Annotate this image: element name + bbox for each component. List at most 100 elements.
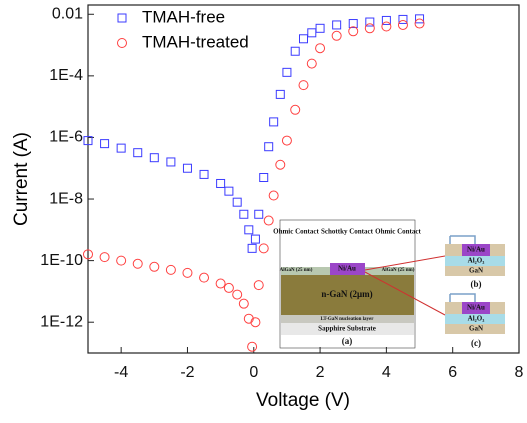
point bbox=[116, 143, 126, 153]
point bbox=[199, 169, 209, 179]
point bbox=[275, 89, 285, 99]
point bbox=[243, 313, 254, 324]
point bbox=[290, 104, 301, 115]
point bbox=[166, 157, 176, 167]
point bbox=[254, 209, 264, 219]
x-axis-label: Voltage (V) bbox=[256, 390, 350, 411]
point bbox=[244, 225, 254, 235]
inset-label: (a) bbox=[342, 336, 353, 346]
point bbox=[381, 21, 392, 32]
point bbox=[100, 139, 110, 149]
point bbox=[223, 282, 234, 293]
point bbox=[253, 280, 264, 291]
inset-label: (c) bbox=[471, 338, 481, 348]
sapphire-layer bbox=[281, 323, 414, 335]
x-tick-label: 2 bbox=[316, 364, 325, 381]
inset-label: Schottky Contact bbox=[321, 228, 374, 236]
inset-label: LT-GaN nucleation layer bbox=[321, 317, 375, 322]
point bbox=[132, 258, 143, 269]
x-tick-label: 4 bbox=[382, 364, 391, 381]
x-tick-label: 0 bbox=[249, 364, 258, 381]
plot-frame bbox=[87, 4, 520, 354]
legend-marker bbox=[117, 38, 127, 48]
point bbox=[348, 26, 359, 37]
point bbox=[83, 249, 93, 260]
y-tick-label: 0.01 bbox=[52, 5, 83, 22]
point bbox=[348, 19, 358, 29]
point bbox=[116, 255, 127, 266]
point bbox=[83, 136, 93, 146]
point bbox=[215, 278, 226, 289]
electrodes bbox=[449, 235, 476, 302]
point bbox=[381, 15, 391, 25]
inset-label: Al₂O₃ bbox=[468, 315, 485, 323]
point bbox=[307, 28, 317, 38]
inset-label: Ohmic Contact bbox=[273, 228, 319, 236]
point bbox=[99, 252, 110, 263]
point bbox=[264, 142, 274, 152]
inset-label: Ni/Au bbox=[467, 304, 485, 312]
ni-au-contact bbox=[330, 263, 365, 275]
point bbox=[238, 298, 249, 309]
inset-label: (b) bbox=[471, 279, 482, 289]
inset-label: Ni/Au bbox=[467, 246, 485, 254]
y-tick-label: 1E-8 bbox=[49, 190, 83, 207]
point bbox=[268, 190, 279, 201]
point bbox=[133, 148, 143, 158]
point bbox=[298, 80, 309, 91]
inset-label: Al₂O₃ bbox=[468, 257, 485, 265]
point bbox=[306, 58, 317, 69]
point bbox=[247, 341, 258, 352]
point bbox=[182, 163, 192, 173]
y-tick-label: 1E-4 bbox=[49, 67, 83, 84]
point bbox=[258, 243, 269, 254]
point bbox=[263, 215, 274, 226]
inset-label: Sapphire Substrate bbox=[318, 325, 376, 333]
point bbox=[315, 43, 326, 54]
inset-diagram bbox=[279, 219, 505, 349]
point bbox=[365, 17, 375, 27]
point bbox=[232, 289, 243, 300]
point bbox=[165, 264, 176, 275]
point bbox=[415, 14, 425, 24]
inset-label: Ohmic Contact bbox=[375, 228, 421, 236]
point bbox=[299, 34, 308, 44]
x-tick-label: 6 bbox=[448, 364, 457, 381]
y-tick-label: 1E-6 bbox=[49, 129, 83, 146]
y-tick-label: 1E-12 bbox=[40, 313, 83, 330]
ltgan-layer bbox=[281, 315, 414, 323]
point bbox=[216, 178, 226, 188]
point bbox=[315, 23, 325, 33]
x-tick-label: 8 bbox=[515, 364, 524, 381]
point bbox=[259, 173, 269, 183]
point bbox=[250, 317, 261, 328]
point bbox=[269, 117, 279, 127]
panel-c-contact bbox=[462, 302, 490, 314]
point bbox=[364, 23, 375, 34]
point bbox=[247, 243, 257, 253]
x-tick-label: -2 bbox=[180, 364, 194, 381]
y-axis-label: Current (A) bbox=[11, 132, 32, 226]
legend-label: TMAH-treated bbox=[142, 32, 249, 51]
inset-label: Ni/Au bbox=[338, 265, 356, 273]
point bbox=[182, 267, 193, 278]
point bbox=[239, 209, 249, 219]
point bbox=[331, 30, 342, 41]
point bbox=[250, 234, 260, 244]
ngan-layer bbox=[281, 275, 414, 315]
arrows bbox=[364, 255, 446, 316]
point bbox=[398, 14, 408, 24]
point bbox=[332, 20, 342, 30]
panel-b-contact bbox=[462, 244, 490, 256]
y-tick-label: 1E-10 bbox=[40, 252, 83, 269]
point bbox=[281, 135, 292, 146]
inset-label: GaN bbox=[469, 325, 483, 333]
point bbox=[232, 197, 242, 207]
inset-label: GaN bbox=[469, 267, 483, 275]
panel-c-oxide bbox=[445, 314, 505, 324]
inset-label: n-GaN (2μm) bbox=[321, 289, 372, 299]
legend-label: TMAH-free bbox=[142, 7, 225, 26]
legend-marker bbox=[117, 13, 127, 23]
point bbox=[199, 272, 210, 283]
